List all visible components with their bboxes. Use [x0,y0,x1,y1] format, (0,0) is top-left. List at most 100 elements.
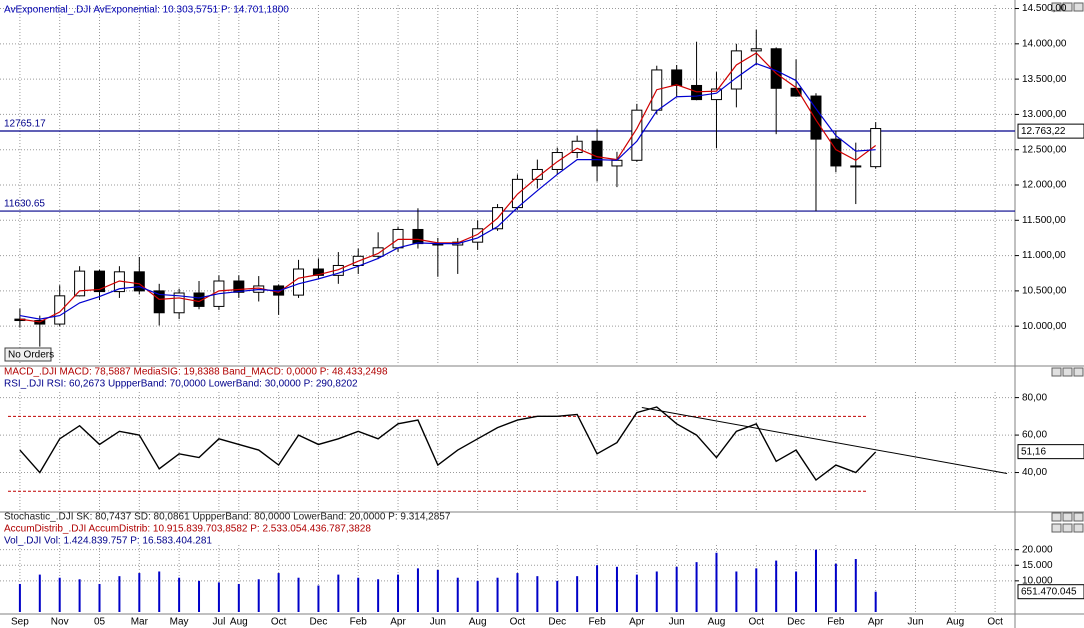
window-button[interactable] [1073,367,1084,377]
y-tick-label: 15.000 [1022,560,1053,571]
window-button[interactable] [1062,367,1073,377]
volume-bar [217,582,220,612]
x-tick-label: Oct [748,617,764,628]
y-tick-label: 14.000,00 [1022,38,1067,49]
y-tick-label: 60,00 [1022,430,1047,441]
window-button[interactable] [1051,2,1062,12]
volume-bar [476,580,479,612]
window-button[interactable] [1062,523,1073,533]
candle-body [74,270,86,297]
x-tick-label: Apr [868,617,884,628]
x-tick-label: Feb [827,617,845,628]
y-tick-label: 40,00 [1022,467,1047,478]
x-tick-label: Oct [987,617,1003,628]
candle-body [193,292,205,307]
volume-bar [556,580,559,612]
volume-bar [357,577,360,612]
candle-body [133,271,145,292]
volume-bar [874,591,877,612]
volume-bar [337,574,340,612]
panel-header: AccumDistrib_.DJI AccumDistrib: 10.915.8… [4,524,371,535]
y-tick-label: 80,00 [1022,392,1047,403]
panel-header: Stochastic_.DJI SK: 80,7437 SD: 80,0861 … [4,512,451,523]
x-tick-label: Jun [430,617,446,628]
volume-bar [576,576,579,612]
volume-bar [496,577,499,612]
y-tick-label: 12.000,00 [1022,180,1067,191]
x-tick-label: Oct [271,617,287,628]
volume-bar [675,566,678,612]
candle-body [870,128,882,168]
volume-bar [695,562,698,612]
volume-bar [834,563,837,612]
x-tick-label: Dec [787,617,805,628]
panel-header: Vol_.DJI Vol: 1.424.839.757 P: 16.583.40… [4,536,212,547]
candle-body [691,84,703,101]
volume-bar [516,573,519,612]
x-tick-label: Aug [469,617,487,628]
volume-bar [297,577,300,612]
window-button[interactable] [1073,2,1084,12]
panel-header: MACD_.DJI MACD: 78,5887 MediaSIG: 19,838… [4,367,388,378]
y-tick-label: 12.500,00 [1022,144,1067,155]
volume-bar [854,559,857,612]
volume-bar [715,552,718,612]
volume-bar [635,574,638,612]
volume-bar [596,565,599,612]
volume-bar [814,549,817,612]
panel-header: AvExponential_.DJI AvExponential: 10.303… [4,5,289,16]
x-tick-label: Sep [11,617,29,628]
current-value: 12.763,22 [1021,126,1066,137]
volume-bar [436,569,439,612]
y-tick-label: 11.000,00 [1022,250,1066,261]
y-tick-label: 20.000 [1022,544,1053,555]
candle-body [392,228,404,249]
volume-bar [98,583,101,612]
window-button[interactable] [1051,367,1062,377]
window-button[interactable] [1062,512,1073,522]
volume-bar [795,571,798,612]
moving-average [19,52,877,323]
current-value-box [1017,123,1084,139]
candle-body [591,140,603,167]
note: No Orders [8,350,54,361]
candle-body [810,95,822,140]
y-tick-label: 10.000,00 [1022,321,1067,332]
candle-body [372,247,384,257]
volume-bar [277,573,280,612]
y-tick-label: 11.500,00 [1022,215,1066,226]
volume-bar [615,566,618,612]
x-tick-label: Dec [548,617,566,628]
panel-header: RSI_.DJI RSI: 60,2673 UppperBand: 70,000… [4,379,358,390]
volume-bar [397,574,400,612]
x-tick-label: Feb [350,617,368,628]
x-tick-label: Apr [390,617,406,628]
rsi-line [19,406,877,482]
window-button[interactable] [1062,2,1073,12]
volume-bar [38,574,41,612]
y-tick-label: 14.500,00 [1022,3,1067,14]
x-tick-label: Aug [230,617,248,628]
x-tick-label: 05 [94,617,106,628]
x-tick-label: Jun [907,617,923,628]
x-tick-label: Jun [669,617,685,628]
volume-bar [138,573,141,612]
window-button[interactable] [1073,523,1084,533]
volume-bar [58,577,61,612]
candle-body [850,165,862,168]
window-button[interactable] [1051,512,1062,522]
candle-body [770,48,782,89]
x-tick-label: Aug [708,617,726,628]
candle-body [571,140,583,154]
window-button[interactable] [1051,523,1062,533]
volume-bar [755,568,758,612]
volume-bar [317,585,320,612]
y-tick-label: 10.500,00 [1022,286,1067,297]
x-tick-label: Feb [588,617,606,628]
candle-body [830,138,842,167]
current-value: 51,16 [1021,446,1046,457]
window-button[interactable] [1073,512,1084,522]
moving-average [19,62,876,320]
candle-body [611,159,623,167]
